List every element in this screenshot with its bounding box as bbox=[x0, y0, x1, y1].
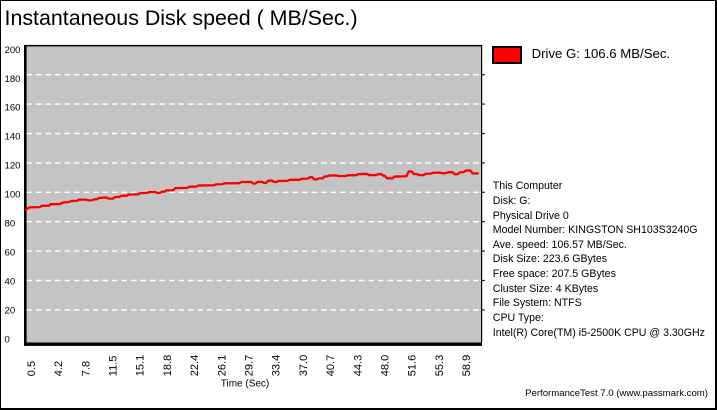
x-tick-label-15.1: 15.1 bbox=[135, 355, 147, 376]
right-tick-180 bbox=[482, 74, 485, 76]
y-tick-label-60: 60 bbox=[5, 247, 16, 258]
y-tick-label-160: 160 bbox=[5, 103, 21, 114]
x-tick-label-33.4: 33.4 bbox=[271, 355, 283, 376]
x-tick-label-26.1: 26.1 bbox=[216, 355, 228, 376]
y-tick-label-100: 100 bbox=[5, 190, 21, 201]
y-tick-label-80: 80 bbox=[5, 219, 16, 230]
x-tick-label-22.4: 22.4 bbox=[189, 355, 201, 376]
y-tick-label-120: 120 bbox=[5, 161, 21, 172]
info-line-6: Free space: 207.5 GBytes bbox=[492, 268, 616, 281]
x-tick-label-58.9: 58.9 bbox=[461, 355, 473, 376]
x-axis bbox=[24, 342, 482, 346]
plot-right-border bbox=[481, 45, 483, 343]
info-line-8: File System: NTFS bbox=[492, 297, 582, 310]
x-tick-label-51.6: 51.6 bbox=[407, 355, 419, 376]
plot-top-border bbox=[26, 44, 482, 47]
chart-title: Instantaneous Disk speed ( MB/Sec.) bbox=[4, 6, 358, 30]
info-line-10: Intel(R) Core(TM) i5-2500K CPU @ 3.30GHz bbox=[492, 326, 705, 339]
footer-watermark: PerformanceTest 7.0 (www.passmark.com) bbox=[525, 387, 708, 399]
right-tick-40 bbox=[482, 279, 485, 282]
y-tick-label-140: 140 bbox=[5, 132, 21, 143]
x-tick-label-11.5: 11.5 bbox=[108, 356, 120, 377]
right-tick-160 bbox=[482, 103, 485, 105]
legend-color-swatch bbox=[492, 46, 522, 64]
info-line-4: Ave. speed: 106.57 MB/Sec. bbox=[492, 238, 627, 251]
x-axis-title: Time (Sec) bbox=[221, 379, 270, 390]
info-line-5: Disk Size: 223.6 GBytes bbox=[492, 253, 608, 266]
info-line-2: Physical Drive 0 bbox=[492, 209, 569, 222]
y-tick-label-40: 40 bbox=[5, 276, 16, 287]
x-tick-label-29.7: 29.7 bbox=[244, 355, 256, 376]
info-line-9: CPU Type: bbox=[492, 312, 544, 325]
x-tick-label-48.0: 48.0 bbox=[380, 355, 392, 376]
y-tick-label-180: 180 bbox=[5, 74, 21, 85]
right-tick-20 bbox=[482, 309, 485, 311]
system-info-panel: This Computer Disk: G: Physical Drive 0 Mod… bbox=[493, 179, 705, 340]
y-tick-label-20: 20 bbox=[5, 305, 16, 316]
right-tick-60 bbox=[482, 250, 485, 252]
info-line-0: This Computer bbox=[492, 180, 563, 193]
x-tick-label-37.0: 37.0 bbox=[298, 355, 310, 376]
right-tick-100 bbox=[482, 191, 485, 193]
series-line-0 bbox=[24, 169, 479, 211]
x-tick-label-40.7: 40.7 bbox=[325, 355, 337, 376]
info-line-7: Cluster Size: 4 KBytes bbox=[492, 282, 599, 295]
x-tick-label-55.3: 55.3 bbox=[434, 355, 446, 376]
y-tick-label-200: 200 bbox=[5, 45, 21, 56]
y-tick-label-0: 0 bbox=[5, 334, 10, 345]
y-axis bbox=[24, 44, 27, 347]
info-line-3: Model Number: KINGSTON SH103S3240G bbox=[492, 224, 698, 237]
legend-label: Drive G: 106.6 MB/Sec. bbox=[531, 45, 671, 61]
x-tick-label-7.8: 7.8 bbox=[80, 361, 92, 376]
info-line-1: Disk: G: bbox=[492, 194, 531, 207]
plot-background bbox=[26, 45, 481, 343]
right-tick-80 bbox=[482, 221, 485, 223]
x-tick-label-4.2: 4.2 bbox=[53, 361, 65, 376]
x-tick-label-44.3: 44.3 bbox=[352, 355, 364, 376]
right-tick-140 bbox=[482, 132, 485, 135]
x-tick-label-0.5: 0.5 bbox=[26, 361, 38, 376]
right-tick-120 bbox=[482, 162, 485, 164]
legend: Drive G: 106.6 MB/Sec. bbox=[492, 46, 670, 64]
x-tick-label-18.8: 18.8 bbox=[162, 355, 174, 376]
